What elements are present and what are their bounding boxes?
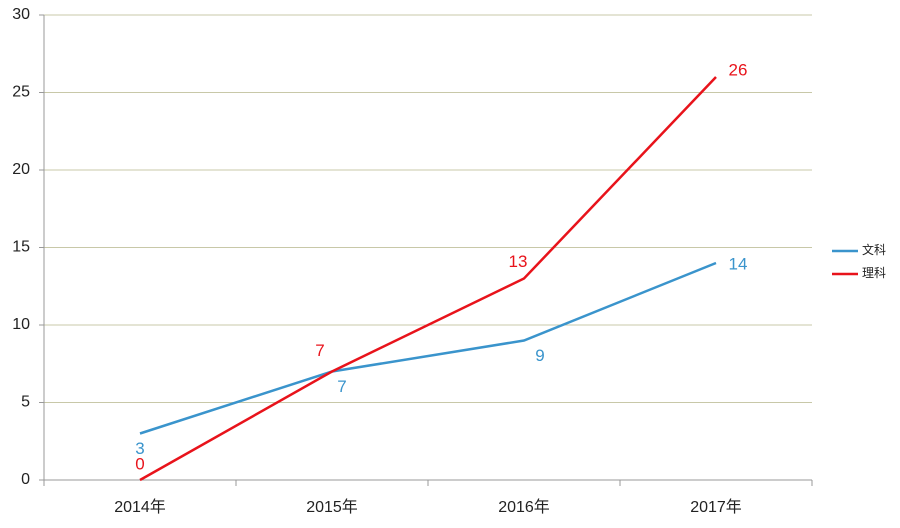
legend-label: 文科 [862,242,886,257]
y-tick-label: 0 [21,471,30,488]
data-label: 13 [509,252,528,271]
data-label: 14 [729,254,748,273]
y-tick-label: 20 [12,161,30,178]
data-label: 7 [315,341,324,360]
data-label: 26 [729,60,748,79]
y-tick-label: 25 [12,84,30,101]
line-series [139,76,717,482]
y-tick-label: 30 [12,6,30,23]
data-label: 3 [135,439,144,458]
data-label: 0 [135,454,144,473]
x-tick-label: 2017年 [690,498,742,516]
y-tick-label: 5 [21,394,30,411]
x-tick-label: 2014年 [114,498,166,516]
x-tick-label: 2016年 [498,498,550,516]
data-label: 7 [337,377,346,396]
line-series [139,261,717,435]
y-tick-label: 15 [12,239,30,256]
data-label: 9 [535,346,544,365]
y-tick-label: 10 [12,316,30,333]
legend-label: 理科 [862,266,886,280]
x-tick-label: 2015年 [306,498,358,516]
